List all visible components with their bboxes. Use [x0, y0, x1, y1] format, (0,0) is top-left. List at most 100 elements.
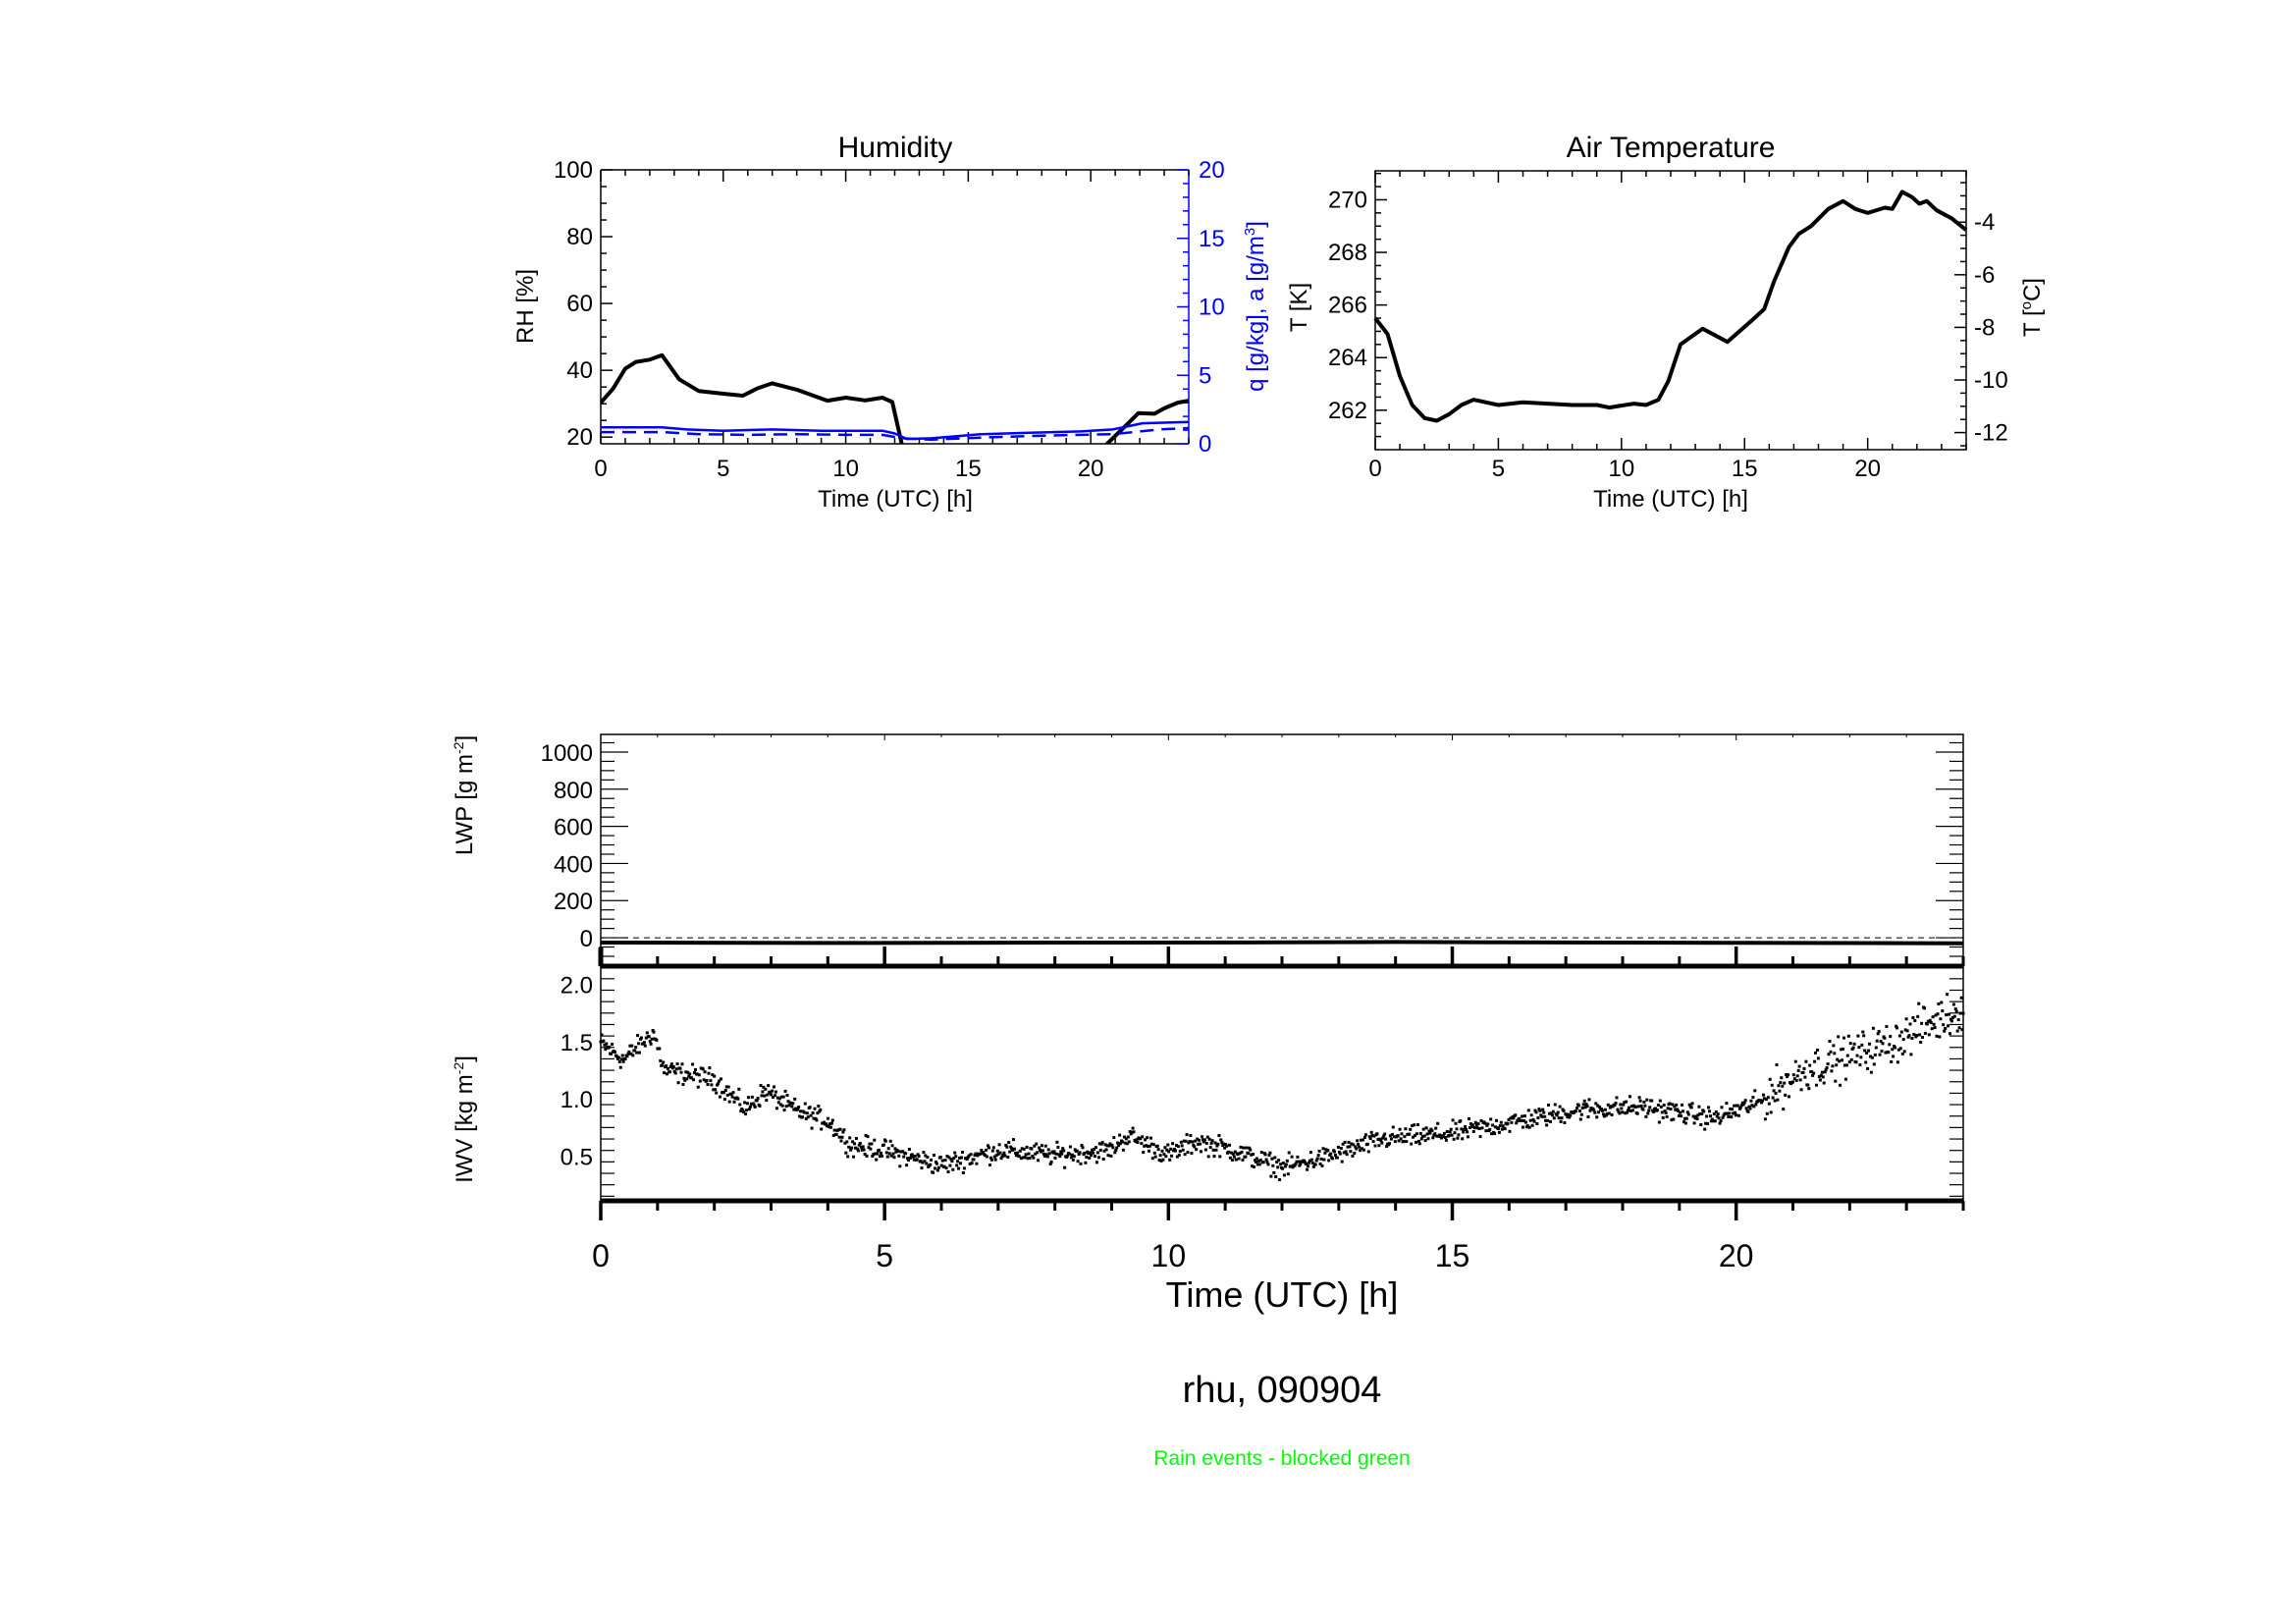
- series-line-lwp: [600, 940, 1964, 946]
- iwv-point: [1878, 1053, 1882, 1056]
- iwv-point: [1767, 1102, 1771, 1106]
- iwv-point: [1735, 1104, 1739, 1108]
- iwv-point: [686, 1070, 690, 1074]
- iwv-point: [1276, 1165, 1280, 1169]
- iwv-point: [1760, 1101, 1763, 1105]
- iwv-point: [1581, 1103, 1585, 1107]
- iwv-point: [610, 1052, 614, 1055]
- iwv-point: [759, 1084, 763, 1087]
- iwv-point: [1925, 1022, 1929, 1026]
- iwv-point: [802, 1110, 806, 1114]
- iwv-point: [630, 1044, 634, 1048]
- iwv-point: [1814, 1051, 1817, 1055]
- iwv-point: [1135, 1138, 1139, 1142]
- iwv-point: [890, 1144, 894, 1148]
- iwv-point: [711, 1073, 715, 1077]
- iwv-point: [1421, 1127, 1425, 1131]
- iwv-point: [1844, 1063, 1848, 1067]
- iwv-point: [1779, 1081, 1783, 1085]
- iwv-point: [1877, 1030, 1881, 1033]
- iwv-point: [1690, 1102, 1694, 1106]
- iwv-point: [1931, 1015, 1935, 1019]
- iwv-point: [642, 1041, 646, 1045]
- iwv-point: [1509, 1116, 1513, 1120]
- iwv-ylabel-base: IWV [kg m: [452, 1074, 478, 1183]
- iwv-point: [649, 1042, 653, 1046]
- iwv-point: [685, 1077, 689, 1081]
- iwv-point: [1682, 1109, 1684, 1113]
- iwv-point: [1362, 1136, 1366, 1139]
- iwv-point: [1672, 1117, 1676, 1121]
- y-tick-label: 270: [1328, 187, 1367, 213]
- iwv-point: [652, 1030, 656, 1034]
- iwv-point: [1327, 1159, 1331, 1163]
- iwv-point: [671, 1065, 675, 1068]
- iwv-point: [1413, 1123, 1416, 1127]
- iwv-point: [640, 1036, 643, 1040]
- iwv-point: [823, 1120, 827, 1124]
- iwv-point: [1166, 1143, 1170, 1147]
- iwv-point: [1846, 1034, 1850, 1038]
- iwv-point: [1765, 1111, 1769, 1115]
- iwv-point: [1960, 1028, 1964, 1032]
- iwv-point: [1175, 1144, 1178, 1147]
- iwv-point: [1759, 1099, 1763, 1103]
- iwv-point: [1890, 1060, 1894, 1063]
- iwv-point: [1477, 1127, 1481, 1130]
- iwv-point: [608, 1045, 612, 1049]
- iwv-point: [1641, 1108, 1645, 1111]
- iwv-point: [1168, 1158, 1172, 1162]
- iwv-point: [1747, 1105, 1751, 1109]
- iwv-point: [1308, 1159, 1311, 1163]
- iwv-point: [1837, 1035, 1841, 1039]
- iwv-point: [1095, 1151, 1099, 1155]
- iwv-point: [1145, 1144, 1148, 1148]
- air-temperature-ylabel-right-base: T [: [2019, 309, 2046, 337]
- iwv-point: [1917, 1001, 1921, 1005]
- iwv-point: [1595, 1115, 1599, 1119]
- iwv-point: [1695, 1117, 1699, 1120]
- iwv-point: [1724, 1111, 1728, 1115]
- y-tick-label: 600: [554, 815, 593, 841]
- iwv-point: [873, 1138, 877, 1142]
- iwv-point: [1785, 1073, 1789, 1076]
- iwv-point: [668, 1064, 672, 1068]
- iwv-point: [907, 1148, 911, 1151]
- iwv-point: [1829, 1050, 1833, 1054]
- iwv-point: [863, 1153, 867, 1157]
- y-tick-label: 268: [1328, 240, 1367, 266]
- iwv-point: [1001, 1154, 1005, 1157]
- iwv-point: [1617, 1109, 1621, 1113]
- iwv-point: [1337, 1150, 1341, 1154]
- iwv-point: [1735, 1113, 1737, 1117]
- iwv-point: [703, 1070, 707, 1074]
- iwv-point: [1615, 1096, 1619, 1100]
- iwv-point: [650, 1037, 654, 1041]
- iwv-point: [1842, 1047, 1844, 1051]
- iwv-point: [1354, 1145, 1358, 1149]
- iwv-point: [1476, 1122, 1480, 1126]
- iwv-point: [1719, 1119, 1723, 1123]
- iwv-point: [1159, 1159, 1163, 1163]
- iwv-point: [738, 1103, 742, 1107]
- iwv-point: [1281, 1166, 1284, 1170]
- iwv-point: [1852, 1042, 1856, 1046]
- iwv-point: [1472, 1126, 1476, 1130]
- iwv-point: [1363, 1133, 1367, 1137]
- iwv-point: [972, 1158, 976, 1162]
- iwv-point: [1198, 1138, 1201, 1142]
- iwv-point: [857, 1143, 861, 1147]
- iwv-point: [702, 1078, 706, 1082]
- iwv-point: [1818, 1078, 1822, 1082]
- y-tick-label: 264: [1328, 345, 1367, 371]
- iwv-point: [1646, 1111, 1650, 1115]
- iwv-point: [631, 1054, 635, 1057]
- iwv-point: [935, 1168, 939, 1172]
- iwv-point: [605, 1042, 609, 1046]
- iwv-point: [960, 1156, 963, 1160]
- iwv-point: [1109, 1154, 1113, 1158]
- iwv-point: [793, 1097, 797, 1101]
- iwv-point: [1101, 1158, 1105, 1161]
- iwv-point: [1404, 1127, 1408, 1131]
- iwv-point: [831, 1134, 835, 1137]
